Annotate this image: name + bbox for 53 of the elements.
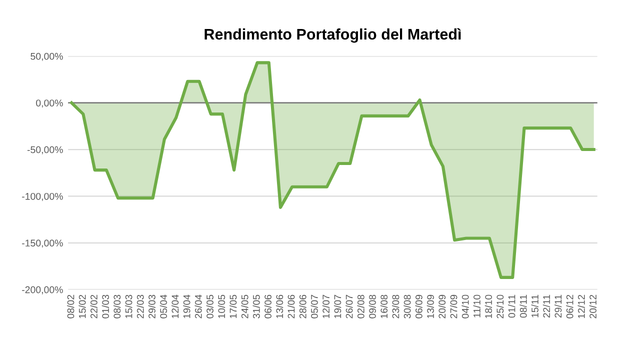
x-tick-label: 13/09 bbox=[426, 294, 434, 318]
x-tick-label: 30/08 bbox=[404, 294, 411, 318]
y-tick-label: -150,00% bbox=[22, 240, 63, 248]
x-tick-label: 15/03 bbox=[125, 294, 132, 318]
x-tick-label: 03/05 bbox=[206, 294, 214, 318]
x-tick-label: 29/11 bbox=[554, 294, 562, 318]
x-tick-label: 20/09 bbox=[438, 294, 446, 318]
x-tick-label: 21/06 bbox=[288, 294, 295, 318]
x-tick-label: 06/06 bbox=[264, 294, 272, 318]
x-tick-label: 22/11 bbox=[542, 294, 550, 318]
y-tick-label: -200,00% bbox=[22, 286, 63, 294]
x-tick-label: 18/10 bbox=[484, 294, 492, 318]
y-tick-label: 0,00% bbox=[36, 100, 63, 108]
x-tick-label: 20/12 bbox=[589, 294, 596, 318]
x-tick-label: 10/05 bbox=[218, 294, 226, 318]
x-tick-label: 28/06 bbox=[299, 294, 306, 318]
x-tick-label: 02/08 bbox=[357, 294, 364, 318]
x-tick-label: 23/08 bbox=[392, 294, 400, 318]
x-tick-label: 16/08 bbox=[380, 294, 388, 318]
x-tick-label: 08/03 bbox=[113, 294, 121, 318]
x-tick-label: 01/03 bbox=[102, 294, 109, 318]
x-tick-label: 24/05 bbox=[241, 294, 248, 318]
x-tick-label: 15/02 bbox=[78, 294, 86, 318]
y-tick-label: 50,00% bbox=[30, 52, 63, 61]
x-tick-label: 31/05 bbox=[252, 294, 260, 318]
x-tick-label: 05/07 bbox=[310, 294, 318, 318]
x-tick-label: 08/02 bbox=[67, 294, 74, 318]
x-tick-label: 17/05 bbox=[230, 294, 237, 318]
x-tick-label: 06/12 bbox=[566, 294, 574, 318]
x-tick-label: 04/10 bbox=[462, 294, 469, 318]
x-tick-label: 22/03 bbox=[136, 294, 144, 318]
x-tick-label: 29/03 bbox=[148, 294, 156, 318]
x-tick-label: 19/07 bbox=[334, 294, 342, 318]
x-tick-label: 19/04 bbox=[183, 294, 190, 318]
chart-title: Rendimento Portafoglio del Martedì bbox=[204, 28, 461, 43]
x-tick-label: 06/09 bbox=[415, 294, 422, 318]
y-tick-label: -100,00% bbox=[22, 192, 63, 201]
x-tick-label: 22/02 bbox=[90, 294, 98, 318]
x-tick-label: 09/08 bbox=[368, 294, 376, 318]
x-tick-label: 27/09 bbox=[450, 294, 458, 318]
x-tick-label: 13/06 bbox=[276, 294, 284, 318]
x-tick-label: 08/11 bbox=[520, 294, 527, 318]
x-tick-label: 11/10 bbox=[473, 294, 480, 318]
x-tick-label: 25/10 bbox=[496, 294, 504, 318]
x-tick-label: 26/07 bbox=[346, 294, 353, 318]
y-tick-label: -50,00% bbox=[27, 146, 63, 154]
x-tick-label: 26/04 bbox=[194, 294, 202, 318]
x-tick-label: 12/07 bbox=[322, 294, 330, 318]
x-tick-label: 12/04 bbox=[171, 294, 179, 318]
x-tick-label: 15/11 bbox=[531, 294, 538, 318]
x-tick-label: 12/12 bbox=[578, 294, 585, 318]
x-tick-label: 05/04 bbox=[160, 294, 168, 318]
x-tick-label: 01/11 bbox=[508, 294, 516, 318]
